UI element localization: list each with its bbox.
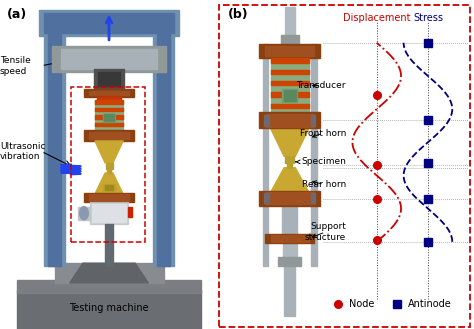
Polygon shape <box>283 243 297 258</box>
Polygon shape <box>259 112 320 128</box>
Text: Testing machine: Testing machine <box>69 303 149 313</box>
Polygon shape <box>105 224 113 266</box>
Polygon shape <box>310 115 315 126</box>
Polygon shape <box>271 81 309 85</box>
Polygon shape <box>104 114 114 121</box>
Polygon shape <box>271 168 309 192</box>
Polygon shape <box>84 193 134 202</box>
Polygon shape <box>311 44 317 266</box>
Polygon shape <box>44 16 65 266</box>
Polygon shape <box>39 10 179 36</box>
Polygon shape <box>265 192 314 204</box>
Polygon shape <box>95 141 123 163</box>
Polygon shape <box>278 257 301 266</box>
Polygon shape <box>90 91 128 95</box>
Polygon shape <box>52 46 166 72</box>
Polygon shape <box>48 16 61 266</box>
Text: (b): (b) <box>228 8 249 21</box>
Polygon shape <box>91 202 128 224</box>
Text: Specimen: Specimen <box>296 157 346 166</box>
Polygon shape <box>105 185 113 190</box>
Polygon shape <box>282 205 297 235</box>
Text: Support
structure: Support structure <box>305 222 346 241</box>
Polygon shape <box>284 90 296 101</box>
Polygon shape <box>44 13 174 33</box>
Polygon shape <box>264 193 269 203</box>
Text: Front horn: Front horn <box>300 129 346 138</box>
Text: Rear horn: Rear horn <box>302 180 346 189</box>
Polygon shape <box>95 100 123 130</box>
Polygon shape <box>265 234 314 243</box>
Polygon shape <box>259 44 320 58</box>
Polygon shape <box>98 72 120 86</box>
Polygon shape <box>153 16 174 266</box>
Text: Displacement: Displacement <box>343 13 410 23</box>
Polygon shape <box>263 44 268 266</box>
Polygon shape <box>265 114 314 127</box>
Polygon shape <box>95 123 123 126</box>
Polygon shape <box>285 156 294 163</box>
Polygon shape <box>18 290 201 329</box>
Polygon shape <box>61 49 157 69</box>
Text: (a): (a) <box>7 8 27 21</box>
Text: Node: Node <box>348 299 374 309</box>
Polygon shape <box>284 7 295 43</box>
Polygon shape <box>287 162 292 168</box>
Polygon shape <box>271 92 309 97</box>
Polygon shape <box>128 207 132 217</box>
Polygon shape <box>271 235 309 242</box>
Polygon shape <box>281 35 299 46</box>
Circle shape <box>80 207 88 220</box>
Polygon shape <box>265 46 314 56</box>
Text: Transducer: Transducer <box>297 81 346 90</box>
Polygon shape <box>264 115 269 126</box>
Polygon shape <box>95 115 123 118</box>
Polygon shape <box>271 104 309 108</box>
Polygon shape <box>55 263 164 283</box>
Polygon shape <box>103 114 115 122</box>
Polygon shape <box>90 132 128 139</box>
Polygon shape <box>271 128 309 156</box>
Polygon shape <box>271 69 309 74</box>
Text: Ultrasonic
vibration: Ultrasonic vibration <box>0 142 46 161</box>
Polygon shape <box>94 69 124 89</box>
Polygon shape <box>271 58 309 63</box>
Polygon shape <box>84 130 134 141</box>
Polygon shape <box>107 168 111 173</box>
Polygon shape <box>95 108 123 111</box>
Polygon shape <box>90 194 128 201</box>
Polygon shape <box>271 58 309 112</box>
Polygon shape <box>97 97 121 100</box>
Text: Antinode: Antinode <box>408 299 451 309</box>
Text: Stress: Stress <box>413 13 443 23</box>
Polygon shape <box>70 263 148 283</box>
Polygon shape <box>95 100 123 104</box>
Polygon shape <box>84 89 134 97</box>
Polygon shape <box>310 193 315 203</box>
Polygon shape <box>79 207 91 220</box>
Polygon shape <box>284 266 295 316</box>
Polygon shape <box>103 184 115 191</box>
Polygon shape <box>259 191 320 206</box>
Polygon shape <box>95 173 123 194</box>
Polygon shape <box>282 89 297 102</box>
Text: Tensile
speed: Tensile speed <box>0 56 31 75</box>
Polygon shape <box>106 163 112 169</box>
Polygon shape <box>157 16 170 266</box>
Polygon shape <box>91 204 127 222</box>
Polygon shape <box>18 280 201 293</box>
